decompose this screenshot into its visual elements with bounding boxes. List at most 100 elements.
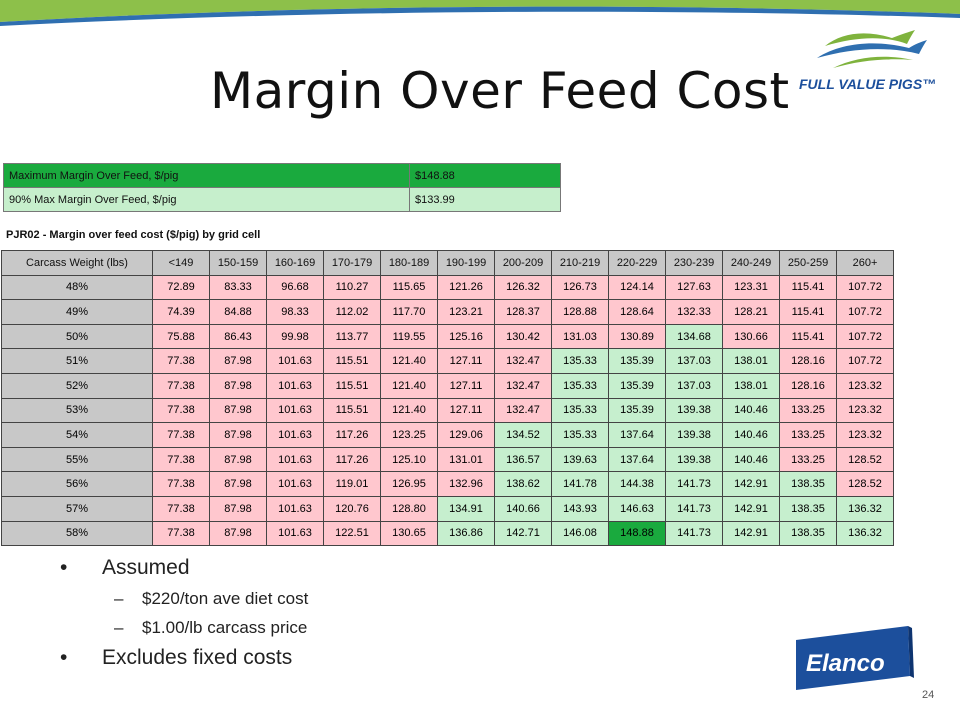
grid-cell: 86.43 bbox=[209, 323, 267, 350]
grid-cell: 134.91 bbox=[437, 495, 495, 522]
summary-row: Maximum Margin Over Feed, $/pig $148.88 bbox=[3, 163, 561, 188]
grid-cell: 136.86 bbox=[437, 520, 495, 547]
grid-cell: 120.76 bbox=[323, 495, 381, 522]
grid-cell: 136.57 bbox=[494, 446, 552, 473]
grid-cell: 77.38 bbox=[152, 348, 210, 374]
grid-cell: 101.63 bbox=[266, 446, 324, 473]
grid-column-header: 220-229 bbox=[608, 250, 666, 276]
grid-cell: 141.73 bbox=[665, 520, 723, 547]
grid-cell: 144.38 bbox=[608, 471, 666, 497]
grid-cell: 101.63 bbox=[266, 471, 324, 497]
grid-column-header: 150-159 bbox=[209, 250, 267, 276]
grid-cell: 138.01 bbox=[722, 372, 780, 399]
grid-cell: 87.98 bbox=[209, 372, 267, 399]
grid-column-header: 160-169 bbox=[266, 250, 324, 276]
grid-cell: 121.40 bbox=[380, 348, 438, 374]
grid-cell: 121.40 bbox=[380, 372, 438, 399]
grid-cell: 128.16 bbox=[779, 372, 837, 399]
grid-column-header: 170-179 bbox=[323, 250, 381, 276]
top-banner bbox=[0, 0, 960, 26]
grid-cell: 87.98 bbox=[209, 520, 267, 547]
grid-cell: 123.32 bbox=[836, 397, 894, 424]
margin-grid-table: Carcass Weight (lbs) <149 150-159 160-169 1… bbox=[1, 250, 894, 547]
grid-cell: 135.39 bbox=[608, 372, 666, 399]
grid-column-header: 250-259 bbox=[779, 250, 837, 276]
grid-cell: 128.52 bbox=[836, 446, 894, 473]
grid-cell: 140.46 bbox=[722, 422, 780, 448]
grid-cell: 87.98 bbox=[209, 422, 267, 448]
grid-cell: 113.77 bbox=[323, 323, 381, 350]
sub-bullet-text: $1.00/lb carcass price bbox=[142, 618, 308, 637]
grid-cell: 115.41 bbox=[779, 274, 837, 301]
grid-cell: 125.16 bbox=[437, 323, 495, 350]
grid-cell: 139.38 bbox=[665, 422, 723, 448]
grid-cell: 141.73 bbox=[665, 471, 723, 497]
grid-cell: 135.33 bbox=[551, 372, 609, 399]
grid-cell: 140.46 bbox=[722, 446, 780, 473]
grid-cell: 107.72 bbox=[836, 299, 894, 325]
grid-cell: 143.93 bbox=[551, 495, 609, 522]
dash-icon: – bbox=[114, 618, 124, 637]
grid-cell: 128.21 bbox=[722, 299, 780, 325]
grid-cell: 138.35 bbox=[779, 520, 837, 547]
grid-cell: 127.63 bbox=[665, 274, 723, 301]
grid-cell: 138.62 bbox=[494, 471, 552, 497]
grid-cell: 131.03 bbox=[551, 323, 609, 350]
grid-row: 48% 72.89 83.33 96.68 110.27 115.65 121.26 126.… bbox=[1, 274, 894, 301]
grid-cell: 128.64 bbox=[608, 299, 666, 325]
grid-cell: 110.27 bbox=[323, 274, 381, 301]
grid-cell: 115.51 bbox=[323, 397, 381, 424]
bullet-text: Assumed bbox=[102, 556, 190, 579]
grid-cell: 135.33 bbox=[551, 422, 609, 448]
grid-cell: 139.63 bbox=[551, 446, 609, 473]
grid-cell: 123.31 bbox=[722, 274, 780, 301]
grid-cell: 119.55 bbox=[380, 323, 438, 350]
grid-column-header: 260+ bbox=[836, 250, 894, 276]
grid-column-header: <149 bbox=[152, 250, 210, 276]
grid-row: 53% 77.38 87.98 101.63 115.51 121.40 127.11 132… bbox=[1, 397, 894, 424]
grid-cell: 124.14 bbox=[608, 274, 666, 301]
grid-cell: 137.64 bbox=[608, 446, 666, 473]
grid-cell: 137.03 bbox=[665, 348, 723, 374]
full-value-pigs-logo: FULL VALUE PIGS™ bbox=[797, 26, 937, 102]
grid-cell: 133.25 bbox=[779, 397, 837, 424]
grid-cell: 117.70 bbox=[380, 299, 438, 325]
grid-cell: 138.35 bbox=[779, 471, 837, 497]
grid-cell: 127.11 bbox=[437, 348, 495, 374]
grid-cell: 84.88 bbox=[209, 299, 267, 325]
grid-cell: 130.42 bbox=[494, 323, 552, 350]
grid-cell: 101.63 bbox=[266, 520, 324, 547]
grid-cell: 140.46 bbox=[722, 397, 780, 424]
grid-corner-label: Carcass Weight (lbs) bbox=[1, 250, 153, 276]
grid-cell: 128.52 bbox=[836, 471, 894, 497]
grid-row: 54% 77.38 87.98 101.63 117.26 123.25 129.06 134… bbox=[1, 422, 894, 448]
grid-cell: 96.68 bbox=[266, 274, 324, 301]
grid-cell: 132.47 bbox=[494, 348, 552, 374]
grid-column-header: 240-249 bbox=[722, 250, 780, 276]
grid-cell: 115.51 bbox=[323, 348, 381, 374]
grid-column-header: 180-189 bbox=[380, 250, 438, 276]
grid-row: 49% 74.39 84.88 98.33 112.02 117.70 123.21 128.… bbox=[1, 299, 894, 325]
grid-cell: 74.39 bbox=[152, 299, 210, 325]
grid-cell: 87.98 bbox=[209, 348, 267, 374]
summary-value: $148.88 bbox=[409, 163, 561, 188]
grid-cell: 112.02 bbox=[323, 299, 381, 325]
grid-cell: 123.21 bbox=[437, 299, 495, 325]
grid-cell: 123.32 bbox=[836, 422, 894, 448]
grid-cell: 146.63 bbox=[608, 495, 666, 522]
grid-cell: 132.33 bbox=[665, 299, 723, 325]
grid-cell: 101.63 bbox=[266, 397, 324, 424]
grid-cell: 139.38 bbox=[665, 446, 723, 473]
grid-row: 58% 77.38 87.98 101.63 122.51 130.65 136.86 142… bbox=[1, 520, 894, 547]
grid-cell: 132.47 bbox=[494, 397, 552, 424]
grid-cell: 77.38 bbox=[152, 422, 210, 448]
grid-cell: 117.26 bbox=[323, 446, 381, 473]
grid-cell: 87.98 bbox=[209, 446, 267, 473]
grid-cell: 77.38 bbox=[152, 471, 210, 497]
summary-label: 90% Max Margin Over Feed, $/pig bbox=[3, 187, 410, 212]
grid-cell: 87.98 bbox=[209, 471, 267, 497]
elanco-logo: Elanco bbox=[796, 626, 914, 690]
grid-cell: 128.80 bbox=[380, 495, 438, 522]
full-value-pigs-wordmark: FULL VALUE PIGS™ bbox=[799, 76, 937, 92]
grid-row-label: 54% bbox=[1, 422, 153, 448]
